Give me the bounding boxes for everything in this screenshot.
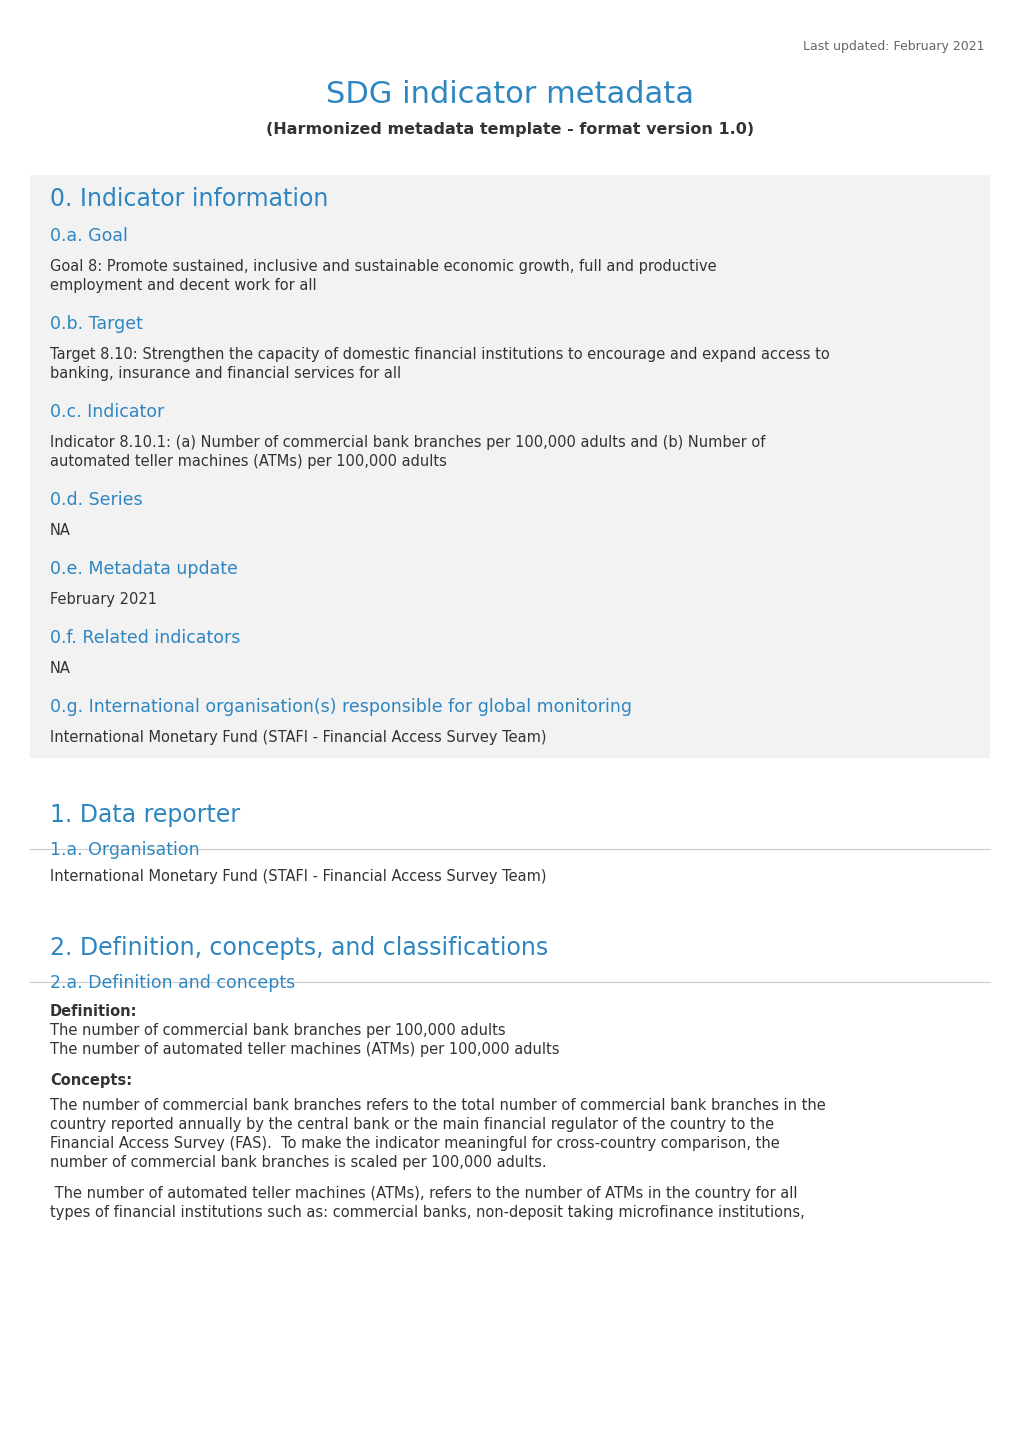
Text: number of commercial bank branches is scaled per 100,000 adults.: number of commercial bank branches is sc…: [50, 1155, 546, 1169]
Text: SDG indicator metadata: SDG indicator metadata: [326, 79, 693, 110]
Text: automated teller machines (ATMs) per 100,000 adults: automated teller machines (ATMs) per 100…: [50, 454, 446, 469]
Text: 2.a. Definition and concepts: 2.a. Definition and concepts: [50, 973, 294, 992]
Text: Definition:: Definition:: [50, 1004, 138, 1019]
Text: 0. Indicator information: 0. Indicator information: [50, 187, 328, 211]
Text: country reported annually by the central bank or the main financial regulator of: country reported annually by the central…: [50, 1118, 773, 1132]
Text: The number of automated teller machines (ATMs), refers to the number of ATMs in : The number of automated teller machines …: [50, 1185, 797, 1201]
FancyBboxPatch shape: [30, 174, 989, 758]
Text: The number of automated teller machines (ATMs) per 100,000 adults: The number of automated teller machines …: [50, 1043, 559, 1057]
Text: International Monetary Fund (STAFI - Financial Access Survey Team): International Monetary Fund (STAFI - Fin…: [50, 730, 546, 746]
Text: 1.a. Organisation: 1.a. Organisation: [50, 841, 200, 859]
Text: February 2021: February 2021: [50, 593, 157, 607]
Text: Indicator 8.10.1: (a) Number of commercial bank branches per 100,000 adults and : Indicator 8.10.1: (a) Number of commerci…: [50, 435, 764, 450]
Text: 0.f. Related indicators: 0.f. Related indicators: [50, 629, 240, 647]
Text: (Harmonized metadata template - format version 1.0): (Harmonized metadata template - format v…: [266, 123, 753, 137]
Text: banking, insurance and financial services for all: banking, insurance and financial service…: [50, 366, 400, 381]
Text: types of financial institutions such as: commercial banks, non-deposit taking mi: types of financial institutions such as:…: [50, 1206, 804, 1220]
Text: employment and decent work for all: employment and decent work for all: [50, 278, 316, 293]
Text: International Monetary Fund (STAFI - Financial Access Survey Team): International Monetary Fund (STAFI - Fin…: [50, 870, 546, 884]
Text: 0.e. Metadata update: 0.e. Metadata update: [50, 559, 237, 578]
Text: The number of commercial bank branches per 100,000 adults: The number of commercial bank branches p…: [50, 1022, 505, 1038]
Text: 2. Definition, concepts, and classifications: 2. Definition, concepts, and classificat…: [50, 936, 548, 960]
Text: Concepts:: Concepts:: [50, 1073, 132, 1089]
Text: Goal 8: Promote sustained, inclusive and sustainable economic growth, full and p: Goal 8: Promote sustained, inclusive and…: [50, 260, 716, 274]
Text: 0.d. Series: 0.d. Series: [50, 490, 143, 509]
Text: Financial Access Survey (FAS).  To make the indicator meaningful for cross-count: Financial Access Survey (FAS). To make t…: [50, 1136, 779, 1151]
Text: 1. Data reporter: 1. Data reporter: [50, 803, 239, 828]
Text: 0.c. Indicator: 0.c. Indicator: [50, 402, 164, 421]
Text: 0.g. International organisation(s) responsible for global monitoring: 0.g. International organisation(s) respo…: [50, 698, 632, 717]
Text: NA: NA: [50, 523, 70, 538]
Text: NA: NA: [50, 660, 70, 676]
Text: Last updated: February 2021: Last updated: February 2021: [803, 40, 984, 53]
Text: The number of commercial bank branches refers to the total number of commercial : The number of commercial bank branches r…: [50, 1097, 825, 1113]
Text: 0.b. Target: 0.b. Target: [50, 314, 143, 333]
Text: 0.a. Goal: 0.a. Goal: [50, 226, 127, 245]
Text: Target 8.10: Strengthen the capacity of domestic financial institutions to encou: Target 8.10: Strengthen the capacity of …: [50, 348, 828, 362]
